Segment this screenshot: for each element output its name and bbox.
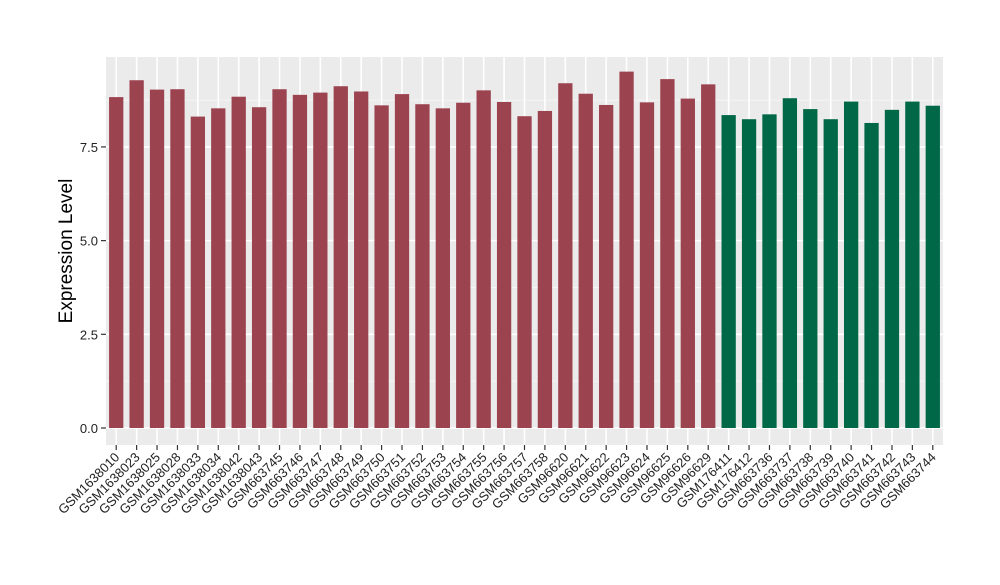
bar [680,98,695,428]
bar [558,83,573,428]
bar [639,102,655,428]
bar [864,122,879,428]
bar [170,89,185,429]
bar [476,90,491,428]
bar [884,109,900,429]
bar [333,86,348,429]
y-axis-label: Expression Level [56,179,77,324]
bar [251,107,267,429]
bar [619,71,634,429]
bar [394,94,410,428]
bar [272,89,287,429]
bar [292,94,308,429]
bar [313,92,328,428]
bar [782,98,798,428]
bar [149,89,165,428]
bar [517,116,532,429]
bar [211,108,226,429]
bar [843,101,859,429]
y-axis: 0.0 2.5 5.0 7.5 [80,140,106,436]
bar [190,116,206,429]
y-tick-label: 2.5 [80,327,98,342]
bars [109,71,940,429]
x-axis: GSM1638010GSM1638023GSM1638025GSM1638028… [55,445,939,517]
bar [762,114,777,428]
bar [741,119,757,429]
bar [578,93,593,428]
bar [415,104,430,428]
y-tick-label: 5.0 [80,234,98,249]
bar [823,119,838,429]
bar [803,109,818,428]
bar [374,105,389,429]
bar [721,115,736,428]
bar [925,105,940,429]
y-tick-label: 7.5 [80,140,98,155]
bar [109,97,124,429]
bar [354,91,369,428]
bar [231,96,246,428]
bar [701,84,716,428]
bar [905,101,920,429]
bar [129,80,144,428]
bar [537,110,553,429]
bar [660,79,675,428]
y-tick-label: 0.0 [80,421,98,436]
bar [599,104,614,428]
bar [456,102,471,429]
bar [496,101,512,428]
bar [435,108,450,429]
